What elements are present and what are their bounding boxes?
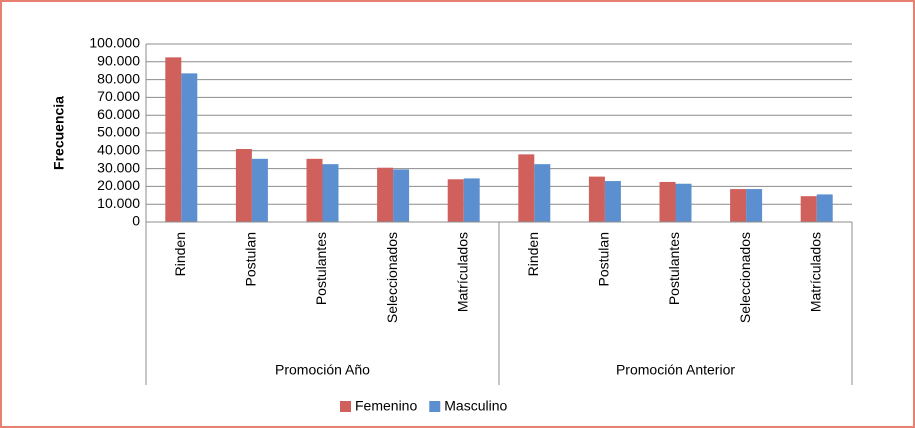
bar xyxy=(251,158,268,222)
bar xyxy=(447,179,464,222)
bar xyxy=(746,189,763,222)
x-tick-label: Postulantes xyxy=(666,232,682,305)
bar xyxy=(235,149,252,222)
y-axis-title: Frecuencia xyxy=(51,96,67,170)
y-tick-label: 90.000 xyxy=(97,53,140,69)
legend-swatch xyxy=(429,401,441,412)
y-tick-label: 40.000 xyxy=(97,142,140,158)
bar xyxy=(604,181,621,222)
y-tick-label: 70.000 xyxy=(97,88,140,104)
x-tick-label: Seleccionados xyxy=(384,232,400,323)
bar xyxy=(675,183,692,222)
bar xyxy=(165,57,182,222)
x-tick-label: Postulan xyxy=(243,232,259,286)
bar xyxy=(322,164,339,222)
x-tick-label: Rinden xyxy=(172,232,188,276)
y-tick-label: 60.000 xyxy=(97,106,140,122)
bar xyxy=(377,167,394,222)
legend-swatch xyxy=(340,401,351,412)
bar xyxy=(463,178,480,222)
y-tick-label: 20.000 xyxy=(97,177,140,193)
y-tick-label: 100.000 xyxy=(89,35,140,51)
legend-label: Masculino xyxy=(444,398,507,414)
bar xyxy=(534,164,551,222)
bar xyxy=(659,181,676,222)
x-tick-label: Rinden xyxy=(525,232,541,276)
y-tick-label: 80.000 xyxy=(97,70,140,86)
bar xyxy=(800,196,817,222)
bar xyxy=(393,169,410,222)
x-tick-label: Postulan xyxy=(596,232,612,286)
bar xyxy=(730,189,747,222)
bar xyxy=(518,154,535,222)
bar xyxy=(816,194,833,222)
y-tick-label: 0 xyxy=(132,213,140,229)
x-tick-label: Postulantes xyxy=(313,232,329,305)
bar xyxy=(181,73,198,223)
group-label: Promoción Anterior xyxy=(616,362,735,378)
group-label: Promoción Año xyxy=(275,362,370,378)
y-tick-label: 50.000 xyxy=(97,124,140,140)
bar xyxy=(588,176,605,222)
x-tick-label: Matrículados xyxy=(454,232,470,312)
y-tick-label: 30.000 xyxy=(97,159,140,175)
y-tick-label: 10.000 xyxy=(97,195,140,211)
x-tick-label: Matrículados xyxy=(807,232,823,312)
x-tick-label: Seleccionados xyxy=(737,232,753,323)
bar xyxy=(306,158,323,222)
legend-label: Femenino xyxy=(355,398,417,414)
